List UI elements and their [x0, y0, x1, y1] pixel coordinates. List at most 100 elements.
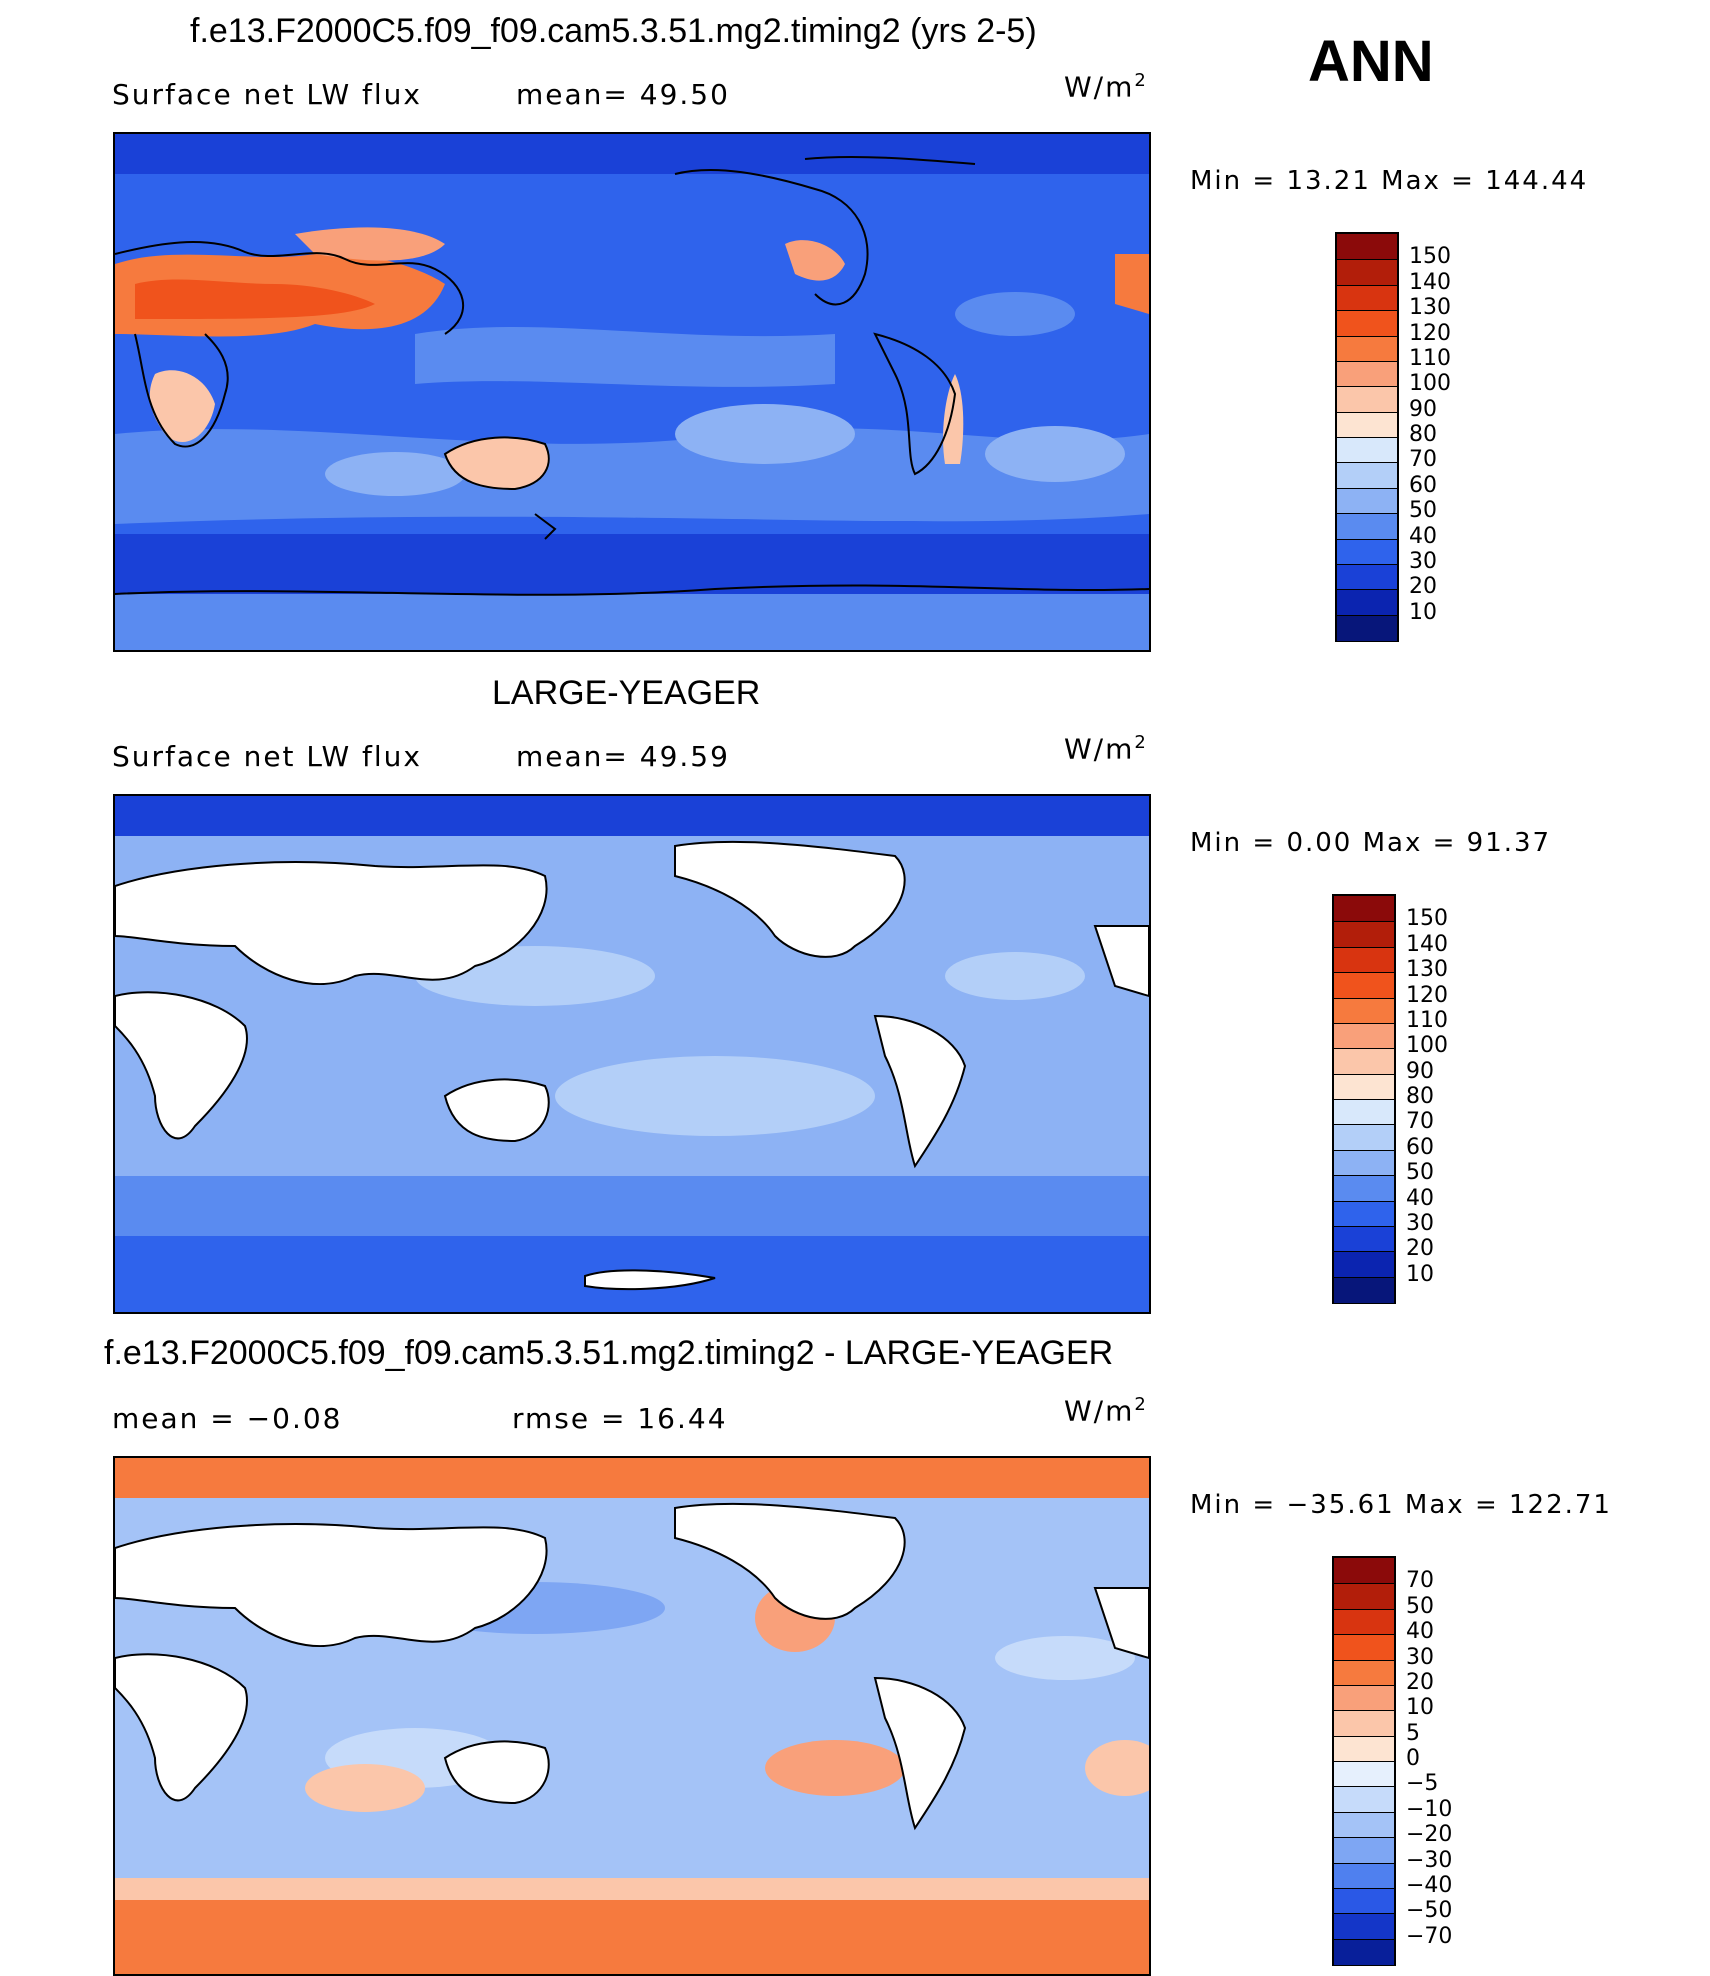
- colorbar-segment: [1334, 1761, 1394, 1788]
- colorbar-segment: [1334, 1710, 1394, 1737]
- colorbar-tick-label: 60: [1406, 1134, 1434, 1160]
- colorbar-tick-label: 40: [1406, 1619, 1434, 1645]
- colorbar-tick-label: −10: [1406, 1796, 1453, 1822]
- colorbar-segment: [1334, 1149, 1394, 1177]
- colorbar-tick-label: 10: [1406, 1261, 1434, 1287]
- colorbar-tick-label: 150: [1409, 244, 1451, 270]
- colorbar-segment: [1334, 1558, 1394, 1584]
- colorbar-segment: [1334, 896, 1394, 922]
- colorbar-segment: [1337, 462, 1397, 489]
- panel1-variable-label: Surface net LW flux: [112, 78, 422, 111]
- colorbar-tick-label: 130: [1406, 957, 1448, 983]
- season-label: ANN: [1308, 29, 1434, 94]
- colorbar-segment: [1337, 360, 1397, 388]
- colorbar-segment: [1337, 614, 1397, 641]
- colorbar-tick-label: 70: [1409, 447, 1437, 473]
- colorbar-tick-label: 110: [1409, 345, 1451, 371]
- colorbar-tick-label: 40: [1406, 1185, 1434, 1211]
- panel1-units: W/m2: [1064, 70, 1146, 104]
- colorbar-segment: [1334, 1175, 1394, 1202]
- colorbar-tick-label: 110: [1406, 1007, 1448, 1033]
- panel2-colorbar: 150 140 130 120 110 100 90 80 70 60 50 40 30 20 10: [1332, 894, 1532, 1306]
- colorbar-tick-label: 5: [1406, 1720, 1420, 1746]
- panel3-map: [113, 1456, 1151, 1976]
- panel2-minmax: Min = 0.00 Max = 91.37: [1190, 828, 1552, 858]
- colorbar-segment: [1337, 538, 1397, 565]
- colorbar-segment: [1334, 1786, 1394, 1813]
- panel1-map: [113, 132, 1151, 652]
- colorbar-segment: [1334, 1811, 1394, 1839]
- colorbar-tick-label: 30: [1409, 548, 1437, 574]
- colorbar-tick-label: 90: [1409, 396, 1437, 422]
- colorbar-tick-label: 120: [1406, 982, 1448, 1008]
- panel1-map-svg: [115, 134, 1149, 650]
- colorbar-segment: [1334, 1608, 1394, 1636]
- colorbar-segment: [1334, 1837, 1394, 1864]
- panel1-minmax: Min = 13.21 Max = 144.44: [1190, 166, 1589, 196]
- colorbar-tick-label: 120: [1409, 320, 1451, 346]
- colorbar-segment: [1337, 589, 1397, 616]
- panel3-rmse: rmse = 16.44: [512, 1402, 728, 1435]
- colorbar-tick-label: 20: [1406, 1236, 1434, 1262]
- colorbar-tick-label: −20: [1406, 1822, 1453, 1848]
- colorbar-tick-label: 140: [1409, 269, 1451, 295]
- colorbar-segment: [1337, 259, 1397, 286]
- panel3-title: f.e13.F2000C5.f09_f09.cam5.3.51.mg2.timi…: [104, 1334, 1114, 1372]
- panel2-variable-label: Surface net LW flux: [112, 740, 422, 773]
- colorbar-tick-label: 30: [1406, 1644, 1434, 1670]
- colorbar-tick-label: 50: [1406, 1593, 1434, 1619]
- colorbar-segment: [1337, 437, 1397, 464]
- panel1-mean: mean= 49.50: [516, 78, 730, 111]
- colorbar-tick-label: 50: [1406, 1160, 1434, 1186]
- panel3-map-svg: [115, 1458, 1149, 1974]
- colorbar-segment: [1337, 310, 1397, 337]
- colorbar-segment: [1334, 1938, 1394, 1965]
- colorbar-tick-label: 50: [1409, 498, 1437, 524]
- colorbar-tick-label: −40: [1406, 1872, 1453, 1898]
- colorbar-tick-label: 100: [1406, 1033, 1448, 1059]
- colorbar-segment: [1334, 921, 1394, 948]
- colorbar-tick-label: 40: [1409, 523, 1437, 549]
- colorbar-tick-label: 80: [1409, 422, 1437, 447]
- colorbar-segment: [1337, 513, 1397, 540]
- colorbar-tick-label: 10: [1409, 599, 1437, 625]
- colorbar-segment: [1334, 1225, 1394, 1253]
- colorbar-tick-label: 20: [1409, 574, 1437, 600]
- panel1-colorbar: 150 140 130 120 110 100 90 80 70 60 50 40 30 20 10: [1335, 232, 1535, 644]
- colorbar-box: [1332, 1556, 1396, 1966]
- colorbar-segment: [1334, 997, 1394, 1024]
- colorbar-segment: [1337, 487, 1397, 515]
- panel2-map-svg: [115, 796, 1149, 1312]
- colorbar-tick-label: 90: [1406, 1058, 1434, 1084]
- colorbar-tick-label: 70: [1406, 1568, 1434, 1594]
- panel2-title: LARGE-YEAGER: [492, 674, 761, 712]
- panel2-map: [113, 794, 1151, 1314]
- colorbar-tick-label: 20: [1406, 1669, 1434, 1695]
- panel2-mean: mean= 49.59: [516, 740, 730, 773]
- colorbar-segment: [1334, 1073, 1394, 1100]
- colorbar-segment: [1334, 946, 1394, 974]
- colorbar-tick-label: 0: [1406, 1746, 1420, 1771]
- colorbar-tick-label: −70: [1406, 1923, 1453, 1949]
- colorbar-segment: [1334, 1099, 1394, 1126]
- panel3-mean: mean = −0.08: [112, 1402, 343, 1435]
- colorbar-box: [1335, 232, 1399, 642]
- colorbar-segment: [1334, 1735, 1394, 1762]
- colorbar-segment: [1334, 1022, 1394, 1050]
- colorbar-segment: [1334, 1862, 1394, 1889]
- colorbar-tick-label: 30: [1406, 1210, 1434, 1236]
- panel3-minmax: Min = −35.61 Max = 122.71: [1190, 1490, 1612, 1520]
- colorbar-segment: [1334, 1200, 1394, 1227]
- colorbar-tick-label: −30: [1406, 1847, 1453, 1873]
- colorbar-tick-label: 150: [1406, 906, 1448, 932]
- colorbar-tick-label: 10: [1406, 1695, 1434, 1721]
- colorbar-segment: [1334, 1048, 1394, 1075]
- colorbar-segment: [1334, 1276, 1394, 1303]
- colorbar-segment: [1337, 563, 1397, 591]
- colorbar-tick-label: 60: [1409, 472, 1437, 498]
- colorbar-segment: [1334, 1583, 1394, 1610]
- colorbar-segment: [1337, 411, 1397, 438]
- colorbar-segment: [1337, 386, 1397, 413]
- panel1-title: f.e13.F2000C5.f09_f09.cam5.3.51.mg2.timi…: [190, 12, 1037, 50]
- colorbar-segment: [1334, 1634, 1394, 1661]
